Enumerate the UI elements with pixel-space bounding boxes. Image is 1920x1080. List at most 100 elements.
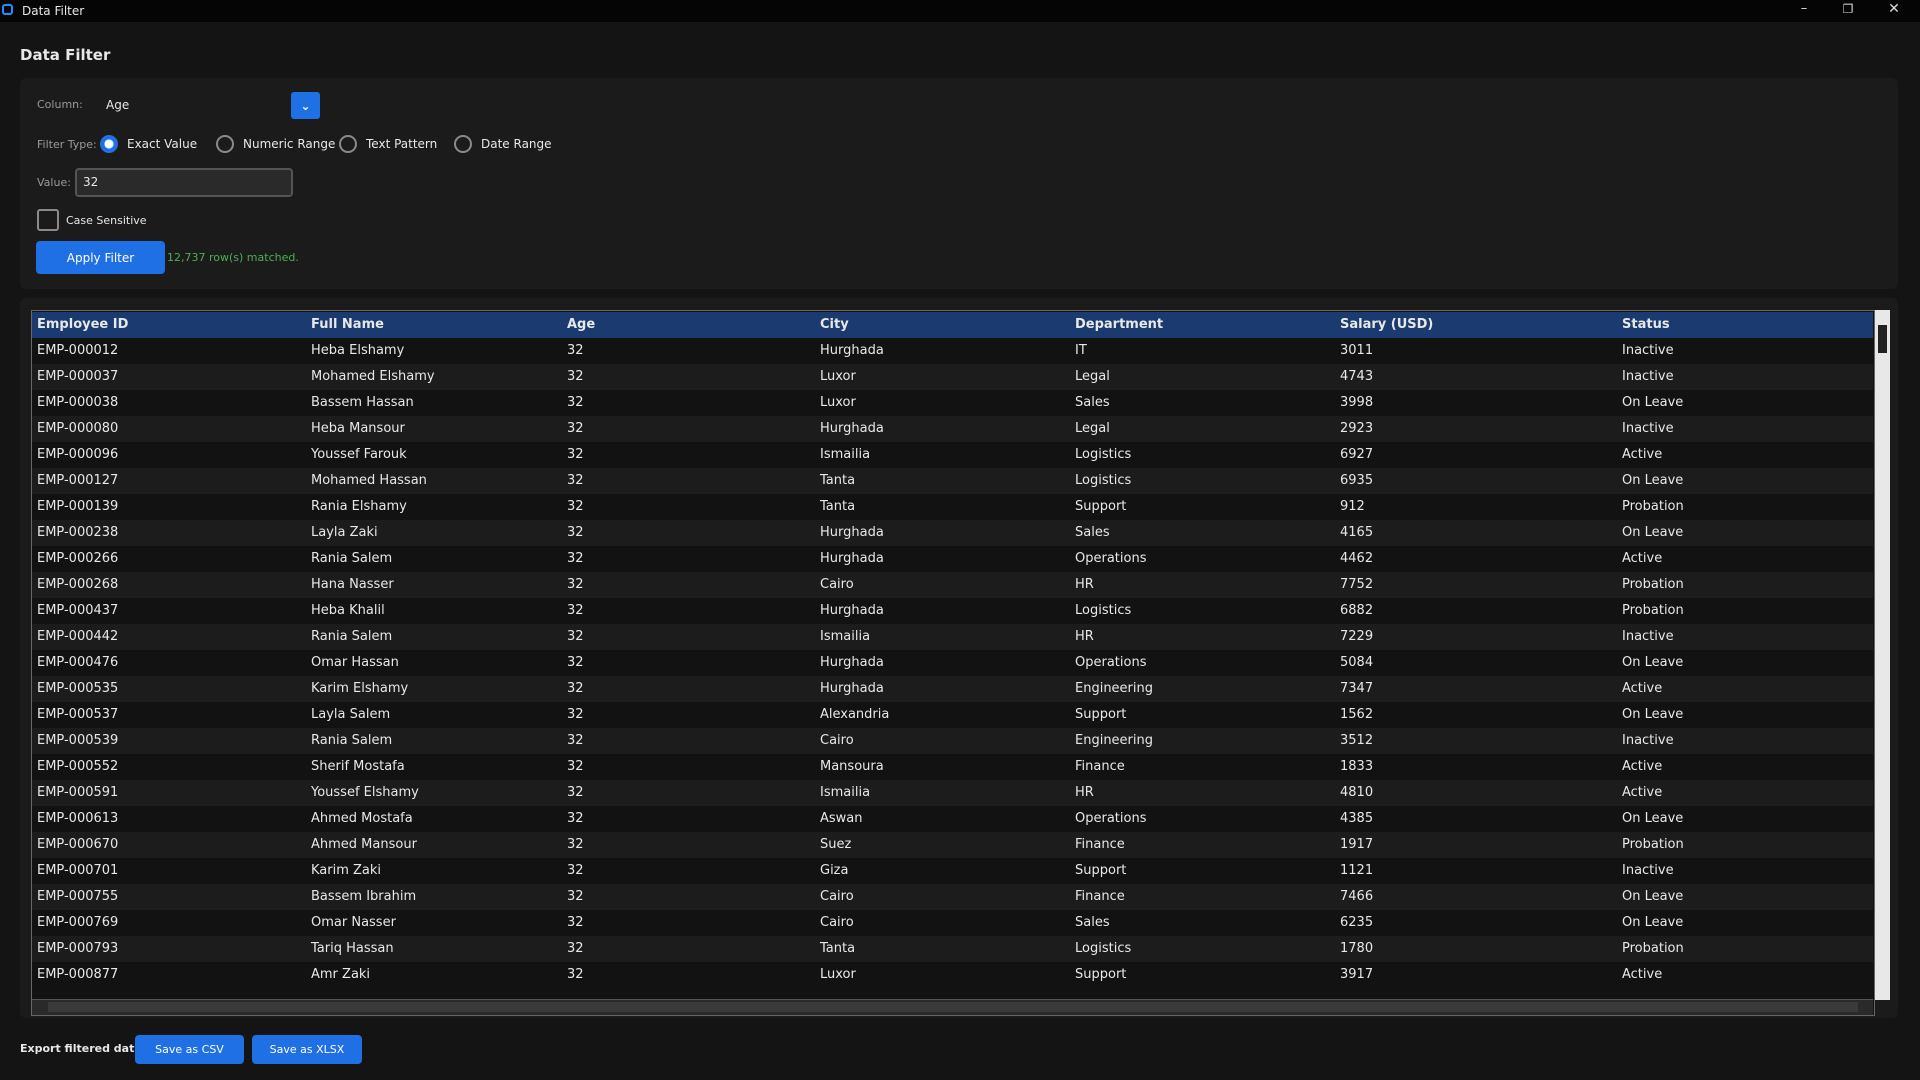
table-cell: 1833 [1340,759,1374,774]
table-row[interactable] [32,364,1873,390]
column-header[interactable]: Employee ID [37,317,129,332]
column-header[interactable]: Age [567,317,596,332]
radio-label[interactable]: Numeric Range [243,137,336,151]
dropdown-button[interactable]: ⌄ [291,92,320,119]
table-cell: Heba Elshamy [311,343,405,358]
table-cell: Finance [1075,759,1125,774]
table-cell: Luxor [820,967,856,982]
radio-button[interactable] [339,135,357,153]
radio-button[interactable] [100,135,118,153]
table-row[interactable] [32,910,1873,936]
table-cell: 32 [567,889,584,904]
table-cell: Hurghada [820,603,884,618]
table-cell: 4743 [1340,369,1374,384]
table-cell: Probation [1622,499,1684,514]
close-button[interactable]: ✕ [1888,1,1900,17]
table-cell: On Leave [1622,395,1684,410]
table-row[interactable] [32,468,1873,494]
table-row[interactable] [32,780,1873,806]
column-header[interactable]: Status [1622,317,1670,332]
table-cell: Inactive [1622,421,1674,436]
minimize-button[interactable]: – [1800,1,1808,16]
table-row[interactable] [32,494,1873,520]
table-cell: 32 [567,707,584,722]
v-scroll-thumb[interactable] [1878,325,1887,353]
v-scrollbar[interactable] [1875,310,1890,1000]
table-cell: 3512 [1340,733,1374,748]
table-row[interactable] [32,624,1873,650]
table-cell: Hurghada [820,525,884,540]
column-header[interactable]: Full Name [311,317,384,332]
table-row[interactable] [32,572,1873,598]
filter-type-label: Filter Type: [37,138,97,151]
table-row[interactable] [32,806,1873,832]
table-row[interactable] [32,832,1873,858]
table-cell: On Leave [1622,525,1684,540]
table-cell: EMP-000591 [37,785,119,800]
table-row[interactable] [32,338,1873,364]
table-cell: Hurghada [820,681,884,696]
radio-label[interactable]: Date Range [481,137,552,151]
column-value: Age [106,98,130,112]
table-cell: Active [1622,759,1663,774]
table-cell: 1917 [1340,837,1374,852]
table-row[interactable] [32,962,1873,988]
restore-button[interactable]: ❐ [1842,2,1854,16]
checkbox-label[interactable]: Case Sensitive [66,214,147,227]
table-cell: Probation [1622,577,1684,592]
table-cell: 32 [567,655,584,670]
table-row[interactable] [32,650,1873,676]
apply-button[interactable]: Apply Filter [36,241,165,274]
table-cell: Probation [1622,603,1684,618]
column-header[interactable]: Salary (USD) [1340,317,1434,332]
column-header[interactable]: Department [1075,317,1164,332]
table-cell: Cairo [820,889,854,904]
table-cell: 32 [567,369,584,384]
table-cell: Ahmed Mansour [311,837,417,852]
table-cell: 2923 [1340,421,1374,436]
table-cell: Suez [820,837,852,852]
table-row[interactable] [32,936,1873,962]
radio-button[interactable] [216,135,234,153]
table-cell: 6235 [1340,915,1374,930]
column-header[interactable]: City [820,317,849,332]
table-cell: Tanta [820,499,856,514]
table-cell: On Leave [1622,707,1684,722]
table-row[interactable] [32,416,1873,442]
table-cell: Ismailia [820,785,871,800]
table-cell: Logistics [1075,473,1132,488]
table-row[interactable] [32,442,1873,468]
table-row[interactable] [32,598,1873,624]
table-cell: EMP-000442 [37,629,119,644]
checkbox[interactable] [37,209,59,231]
table-cell: Aswan [820,811,863,826]
table-row[interactable] [32,520,1873,546]
table-cell: 32 [567,551,584,566]
table-cell: Heba Mansour [311,421,405,436]
radio-label[interactable]: Exact Value [127,137,198,151]
table-row[interactable] [32,858,1873,884]
table-cell: EMP-000080 [37,421,119,436]
radio-label[interactable]: Text Pattern [366,137,438,151]
table-row[interactable] [32,546,1873,572]
export-button[interactable]: Save as XLSX [252,1035,362,1064]
table-cell: 32 [567,863,584,878]
table-cell: 3011 [1340,343,1374,358]
h-scroll-thumb[interactable] [48,1002,1858,1012]
value-input[interactable]: 32 [75,168,293,197]
table-row[interactable] [32,728,1873,754]
export-button[interactable]: Save as CSV [135,1035,244,1064]
table-row[interactable] [32,702,1873,728]
table-row[interactable] [32,754,1873,780]
table-cell: Engineering [1075,733,1153,748]
table-cell: 4165 [1340,525,1374,540]
radio-button[interactable] [454,135,472,153]
table-cell: EMP-000552 [37,759,119,774]
table-row[interactable] [32,676,1873,702]
table-cell: 32 [567,629,584,644]
table-cell: 7347 [1340,681,1374,696]
table-cell: Tariq Hassan [311,941,394,956]
table-cell: IT [1075,343,1087,358]
table-row[interactable] [32,884,1873,910]
table-row[interactable] [32,390,1873,416]
